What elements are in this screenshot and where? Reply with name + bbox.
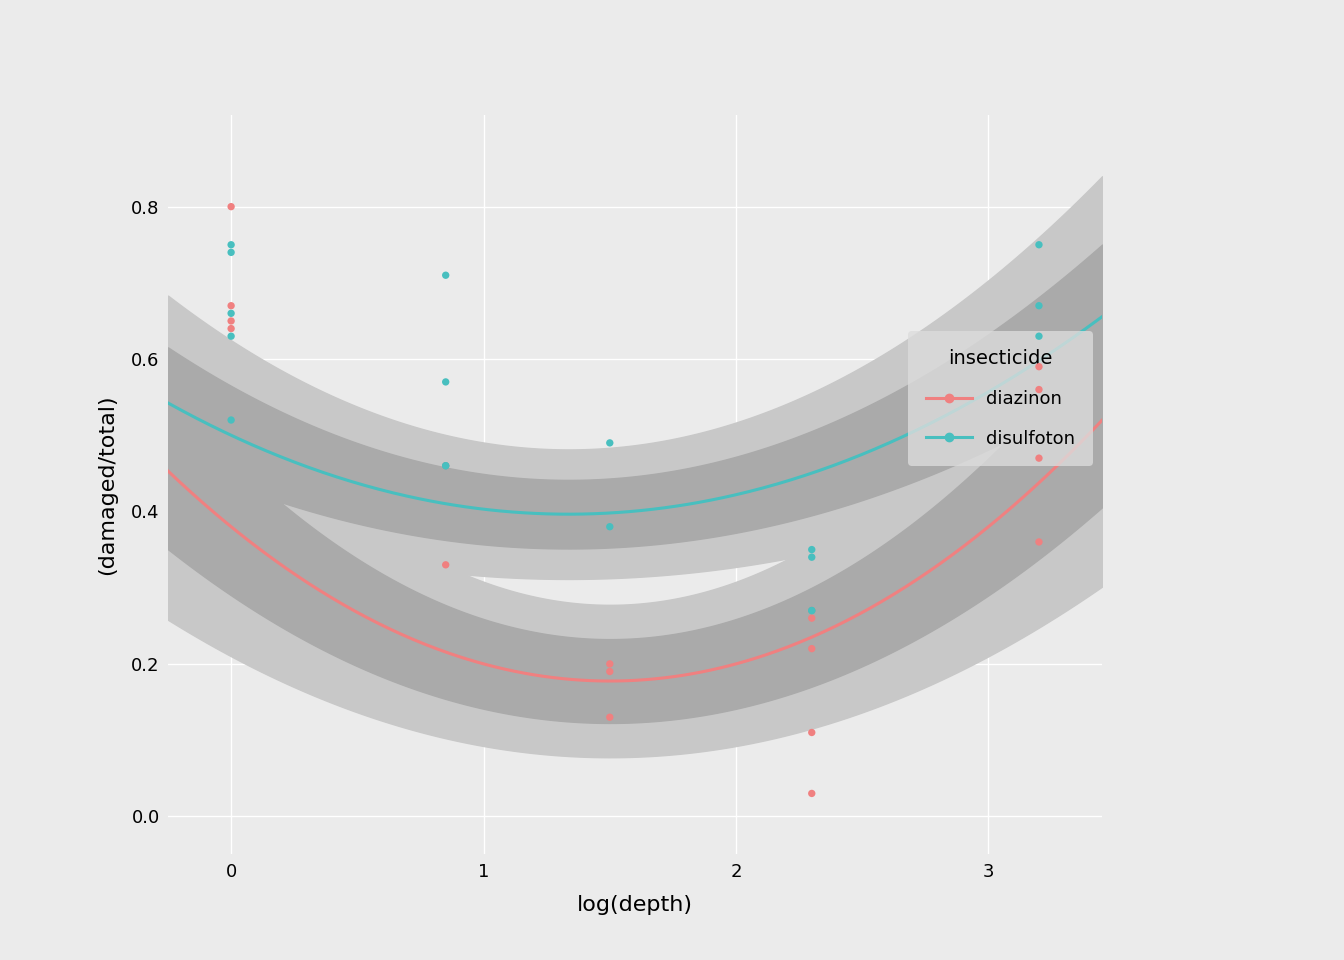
Point	[435, 374, 457, 390]
Point	[801, 549, 823, 564]
Point	[801, 541, 823, 557]
Point	[801, 603, 823, 618]
Point	[435, 458, 457, 473]
Point	[435, 458, 457, 473]
Point	[220, 199, 242, 214]
Point	[599, 519, 621, 535]
X-axis label: log(depth): log(depth)	[577, 895, 694, 915]
Point	[599, 435, 621, 450]
Point	[1028, 359, 1050, 374]
Point	[801, 725, 823, 740]
Point	[1028, 237, 1050, 252]
Point	[599, 657, 621, 672]
Point	[801, 611, 823, 626]
Legend: diazinon, disulfoton: diazinon, disulfoton	[909, 331, 1093, 466]
Point	[220, 245, 242, 260]
Point	[1028, 382, 1050, 397]
Point	[220, 413, 242, 428]
Point	[220, 298, 242, 313]
Point	[1028, 328, 1050, 344]
Point	[801, 603, 823, 618]
Point	[220, 321, 242, 336]
Point	[435, 268, 457, 283]
Point	[599, 663, 621, 679]
Y-axis label: (damaged/total): (damaged/total)	[97, 395, 117, 575]
Point	[599, 709, 621, 725]
Point	[1028, 450, 1050, 466]
Point	[801, 785, 823, 801]
Point	[220, 237, 242, 252]
Point	[220, 305, 242, 321]
Point	[220, 313, 242, 328]
Point	[801, 641, 823, 657]
Point	[1028, 535, 1050, 550]
Point	[435, 458, 457, 473]
Point	[801, 603, 823, 618]
Point	[220, 328, 242, 344]
Point	[435, 557, 457, 572]
Point	[1028, 298, 1050, 313]
